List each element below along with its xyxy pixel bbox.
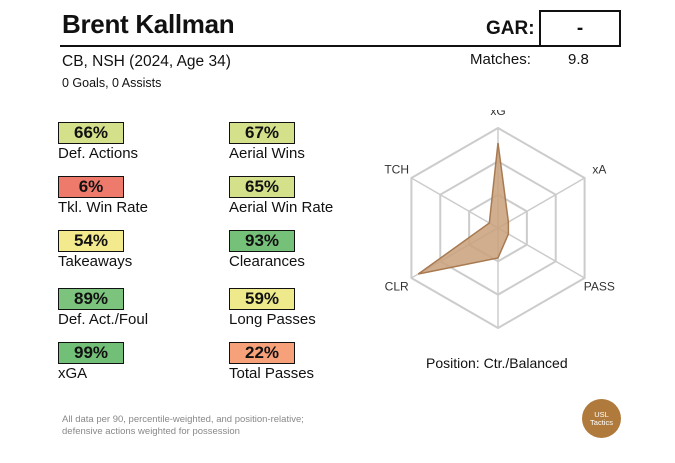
metric-takeaways: 54% Takeaways xyxy=(58,230,132,270)
metric-aerial-win-rate: 65% Aerial Win Rate xyxy=(229,176,333,216)
radar-axis-label-clr: CLR xyxy=(385,280,409,294)
metric-percentile-box: 54% xyxy=(58,230,124,252)
metric-percentile-box: 93% xyxy=(229,230,295,252)
metric-xga: 99% xGA xyxy=(58,342,124,382)
radar-axis-label-xg: xG xyxy=(490,110,505,118)
metric-clearances: 93% Clearances xyxy=(229,230,305,270)
position-text: Position: Ctr./Balanced xyxy=(426,355,568,371)
radar-axis-label-xa: xA xyxy=(592,163,606,177)
metric-long-passes: 59% Long Passes xyxy=(229,288,316,328)
metric-label: Aerial Wins xyxy=(229,145,305,162)
radar-spoke xyxy=(497,227,585,279)
metric-percentile-box: 67% xyxy=(229,122,295,144)
footnote-line-2: defensive actions weighted for possessio… xyxy=(62,426,240,437)
logo-line-2: Tactics xyxy=(590,417,613,427)
metric-label: Clearances xyxy=(229,253,305,270)
metric-label: Def. Actions xyxy=(58,145,139,162)
metric-label: Long Passes xyxy=(229,311,316,328)
gar-value-box: - xyxy=(539,10,621,47)
player-subtitle: CB, NSH (2024, Age 34) xyxy=(62,53,231,70)
footnote: All data per 90, percentile-weighted, an… xyxy=(62,414,362,438)
radar-axis-label-pass: PASS xyxy=(584,280,615,294)
player-name: Brent Kallman xyxy=(62,9,235,39)
metric-tkl-win-rate: 6% Tkl. Win Rate xyxy=(58,176,148,216)
matches-label: Matches: xyxy=(470,51,531,68)
metric-label: Takeaways xyxy=(58,253,133,270)
radar-axis-label-tkwy: TKWY xyxy=(481,338,516,340)
radar-value-polygon xyxy=(417,142,510,275)
metric-def-actions: 66% Def. Actions xyxy=(58,122,138,162)
usl-tactics-logo: USL Tactics xyxy=(582,399,621,438)
header-rule xyxy=(60,45,621,47)
metric-aerial-wins: 67% Aerial Wins xyxy=(229,122,305,162)
metric-label: Tkl. Win Rate xyxy=(58,199,149,216)
metric-def-act-foul: 89% Def. Act./Foul xyxy=(58,288,148,328)
metric-total-passes: 22% Total Passes xyxy=(229,342,314,382)
radar-spoke xyxy=(497,177,585,229)
radar-spoke xyxy=(411,177,499,229)
gar-label: GAR: xyxy=(486,18,535,39)
metric-percentile-box: 99% xyxy=(58,342,124,364)
metric-percentile-box: 65% xyxy=(229,176,295,198)
metric-label: Total Passes xyxy=(229,365,315,382)
metric-percentile-box: 22% xyxy=(229,342,295,364)
logo-line-1: USL xyxy=(594,409,609,419)
player-stat-line: 0 Goals, 0 Assists xyxy=(62,76,162,90)
metric-percentile-box: 6% xyxy=(58,176,124,198)
metric-percentile-box: 59% xyxy=(229,288,295,310)
metric-label: Aerial Win Rate xyxy=(229,199,334,216)
metric-percentile-box: 66% xyxy=(58,122,124,144)
footnote-line-1: All data per 90, percentile-weighted, an… xyxy=(62,414,304,425)
metric-label: Def. Act./Foul xyxy=(58,311,149,328)
metric-percentile-box: 89% xyxy=(58,288,124,310)
metric-label: xGA xyxy=(58,365,88,382)
matches-value: 9.8 xyxy=(568,51,589,68)
radar-axis-label-tch: TCH xyxy=(384,163,409,177)
radar-chart: xG xA PASS TKWY CLR TCH xyxy=(384,110,615,340)
